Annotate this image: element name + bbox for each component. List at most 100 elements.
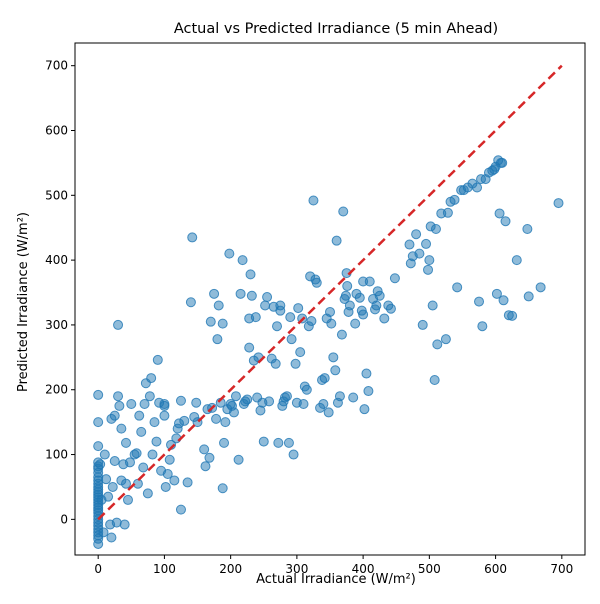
data-point	[235, 288, 246, 299]
data-point	[228, 407, 239, 418]
data-point	[116, 423, 127, 434]
data-points	[93, 155, 564, 549]
data-point	[325, 306, 335, 317]
y-tick-label: 700	[45, 59, 68, 73]
data-point	[113, 391, 124, 402]
data-point	[323, 407, 334, 418]
data-point	[507, 310, 518, 321]
data-point	[522, 224, 533, 235]
data-point	[491, 288, 502, 299]
data-point	[429, 375, 440, 386]
data-point	[379, 313, 390, 324]
data-point	[126, 398, 137, 409]
data-point	[109, 410, 120, 421]
data-point	[230, 391, 241, 402]
data-point	[363, 386, 374, 397]
data-point	[131, 448, 142, 459]
data-point	[293, 303, 304, 314]
data-point	[340, 290, 351, 301]
data-point	[237, 255, 248, 266]
data-point	[424, 255, 435, 266]
data-point	[93, 389, 104, 400]
x-axis-label: Actual Irradiance (W/m²)	[256, 572, 416, 587]
data-point	[338, 206, 349, 217]
y-tick-label: 0	[60, 512, 68, 526]
y-tick-label: 100	[45, 448, 68, 462]
data-point	[164, 454, 175, 465]
data-point	[109, 456, 120, 467]
data-point	[344, 300, 355, 311]
data-point	[423, 264, 434, 275]
x-axis-ticks: 0 100 200 300 400 500 600 700	[94, 555, 573, 576]
data-point	[385, 303, 396, 314]
data-point	[209, 288, 220, 299]
data-point	[258, 436, 269, 447]
data-point	[107, 481, 118, 492]
data-point	[371, 300, 382, 311]
data-point	[283, 437, 294, 448]
data-point	[220, 417, 231, 428]
data-point	[138, 462, 149, 473]
data-point	[200, 461, 211, 472]
data-point	[331, 235, 342, 246]
data-point	[182, 477, 193, 488]
data-point	[389, 273, 400, 284]
data-point	[213, 300, 224, 311]
data-point	[272, 321, 283, 332]
data-point	[250, 312, 261, 323]
data-point	[132, 478, 143, 489]
data-point	[159, 398, 170, 409]
data-point	[432, 339, 443, 350]
data-point	[308, 195, 319, 206]
x-tick-label: 0	[94, 562, 102, 576]
data-point	[298, 398, 309, 409]
data-point	[553, 198, 564, 209]
data-point	[364, 276, 375, 287]
data-point	[326, 318, 337, 329]
data-point	[427, 300, 438, 311]
data-point	[146, 373, 157, 384]
data-point	[103, 491, 114, 502]
data-point	[219, 437, 230, 448]
data-point	[285, 312, 296, 323]
data-point	[179, 415, 190, 426]
data-point	[523, 291, 534, 302]
ideal-fit-line	[97, 64, 563, 521]
data-point	[134, 410, 145, 421]
x-tick-label: 200	[219, 562, 242, 576]
data-point	[205, 316, 216, 327]
data-point	[187, 232, 198, 243]
data-point	[319, 373, 330, 384]
y-axis-label: Predicted Irradiance (W/m²)	[16, 212, 31, 392]
data-point	[136, 426, 147, 437]
data-point	[511, 255, 522, 266]
data-point	[330, 365, 341, 376]
data-point	[273, 437, 284, 448]
data-point	[151, 436, 162, 447]
data-point	[354, 292, 365, 303]
data-point	[358, 309, 369, 320]
data-point	[472, 182, 483, 193]
data-point	[264, 396, 275, 407]
data-point	[361, 368, 372, 379]
data-point	[98, 527, 109, 538]
data-point	[342, 281, 353, 292]
y-tick-label: 300	[45, 318, 68, 332]
data-point	[217, 318, 228, 329]
data-point	[147, 449, 158, 460]
data-point	[474, 296, 485, 307]
data-point	[144, 391, 155, 402]
data-point	[233, 454, 244, 465]
data-point	[217, 483, 228, 494]
data-point	[99, 449, 110, 460]
data-point	[199, 444, 210, 455]
data-point	[430, 224, 441, 235]
data-point	[328, 352, 339, 363]
data-point	[224, 248, 235, 259]
data-point	[175, 395, 186, 406]
data-point	[452, 282, 463, 293]
data-point	[245, 269, 256, 280]
x-tick-label: 600	[484, 562, 507, 576]
